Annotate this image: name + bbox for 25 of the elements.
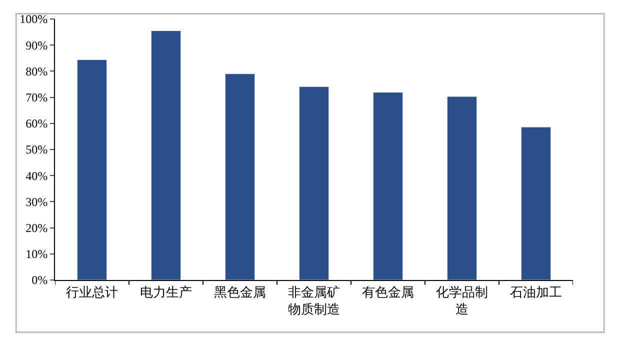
y-tick-label: 20% [26, 221, 48, 235]
y-tick-label: 30% [26, 194, 48, 209]
x-tick-label: 行业总计 [66, 284, 118, 300]
bar [76, 59, 108, 280]
y-tick-label: 40% [26, 168, 48, 183]
y-tick-label: 100% [20, 12, 48, 26]
y-tick-label: 80% [26, 64, 48, 78]
bar [224, 74, 256, 280]
y-tick-label: 0% [32, 273, 48, 288]
x-tick-label: 有色金属 [362, 284, 414, 300]
x-tick-label: 非金属矿物质制造 [288, 284, 340, 316]
bar [372, 92, 404, 280]
bar [150, 30, 182, 280]
bar [520, 126, 552, 280]
y-tick-label: 60% [26, 116, 48, 131]
y-tick-label: 50% [26, 142, 48, 157]
y-tick-label: 10% [26, 247, 48, 262]
x-tick-label: 化学品制造 [436, 284, 488, 316]
bar [298, 86, 330, 280]
x-tick-label: 电力生产 [140, 284, 192, 300]
y-tick-label: 90% [26, 38, 48, 52]
x-tick-label: 石油加工 [510, 284, 562, 300]
x-tick-label: 黑色金属 [214, 284, 266, 300]
bar [446, 96, 478, 280]
y-tick-label: 70% [26, 90, 48, 104]
